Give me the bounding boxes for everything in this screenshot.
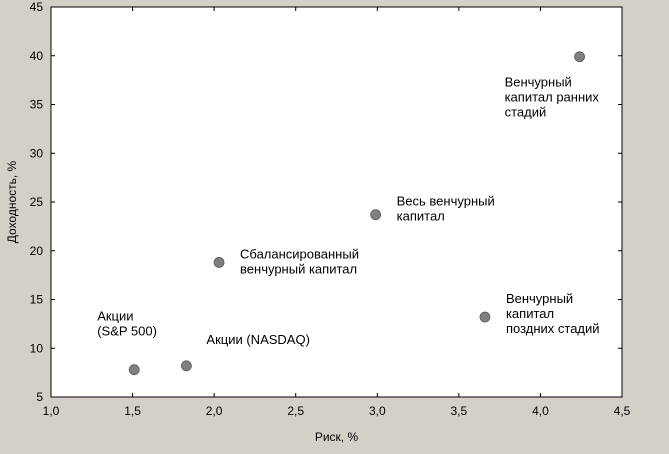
y-tick-label: 20 xyxy=(30,244,44,258)
data-point xyxy=(479,311,491,323)
point-label: Акции xyxy=(97,309,133,324)
x-tick-label: 1,0 xyxy=(43,404,60,418)
y-tick-label: 30 xyxy=(30,146,44,160)
point-label: капитал xyxy=(397,209,445,224)
point-label: венчурный капитал xyxy=(240,261,357,276)
y-tick-label: 35 xyxy=(30,98,44,112)
y-tick-label: 25 xyxy=(30,195,44,209)
data-point xyxy=(181,360,192,372)
y-tick-label: 10 xyxy=(30,341,44,355)
x-tick-label: 4,0 xyxy=(532,404,549,418)
point-label: Акции (NASDAQ) xyxy=(206,332,310,347)
data-point xyxy=(128,364,140,376)
point-label: капитал xyxy=(506,306,554,321)
y-axis-title: Доходность, % xyxy=(5,160,19,243)
plot-area xyxy=(50,6,623,398)
x-axis-title: Риск, % xyxy=(315,430,359,444)
data-point xyxy=(574,51,585,63)
point-label: Венчурный xyxy=(506,291,573,306)
x-tick-label: 4,5 xyxy=(614,404,631,418)
point-label: Венчурный xyxy=(505,75,572,90)
y-tick-label: 40 xyxy=(30,49,44,63)
data-point xyxy=(370,209,382,221)
point-label: (S&P 500) xyxy=(97,324,157,339)
x-tick-label: 1,5 xyxy=(124,404,141,418)
x-tick-label: 2,5 xyxy=(287,404,304,418)
point-label: Сбалансированный xyxy=(240,246,359,261)
y-tick-label: 15 xyxy=(30,293,44,307)
y-tick-label: 5 xyxy=(36,390,43,404)
x-tick-label: 2,0 xyxy=(206,404,223,418)
point-label: капитал ранних xyxy=(505,90,600,105)
point-label: стадий xyxy=(505,105,547,120)
x-tick-label: 3,5 xyxy=(451,404,468,418)
point-label: Весь венчурный xyxy=(397,194,495,209)
y-tick-label: 45 xyxy=(30,0,44,14)
point-label: поздних стадий xyxy=(506,321,600,336)
data-point xyxy=(213,257,225,268)
x-tick-label: 3,0 xyxy=(369,404,386,418)
